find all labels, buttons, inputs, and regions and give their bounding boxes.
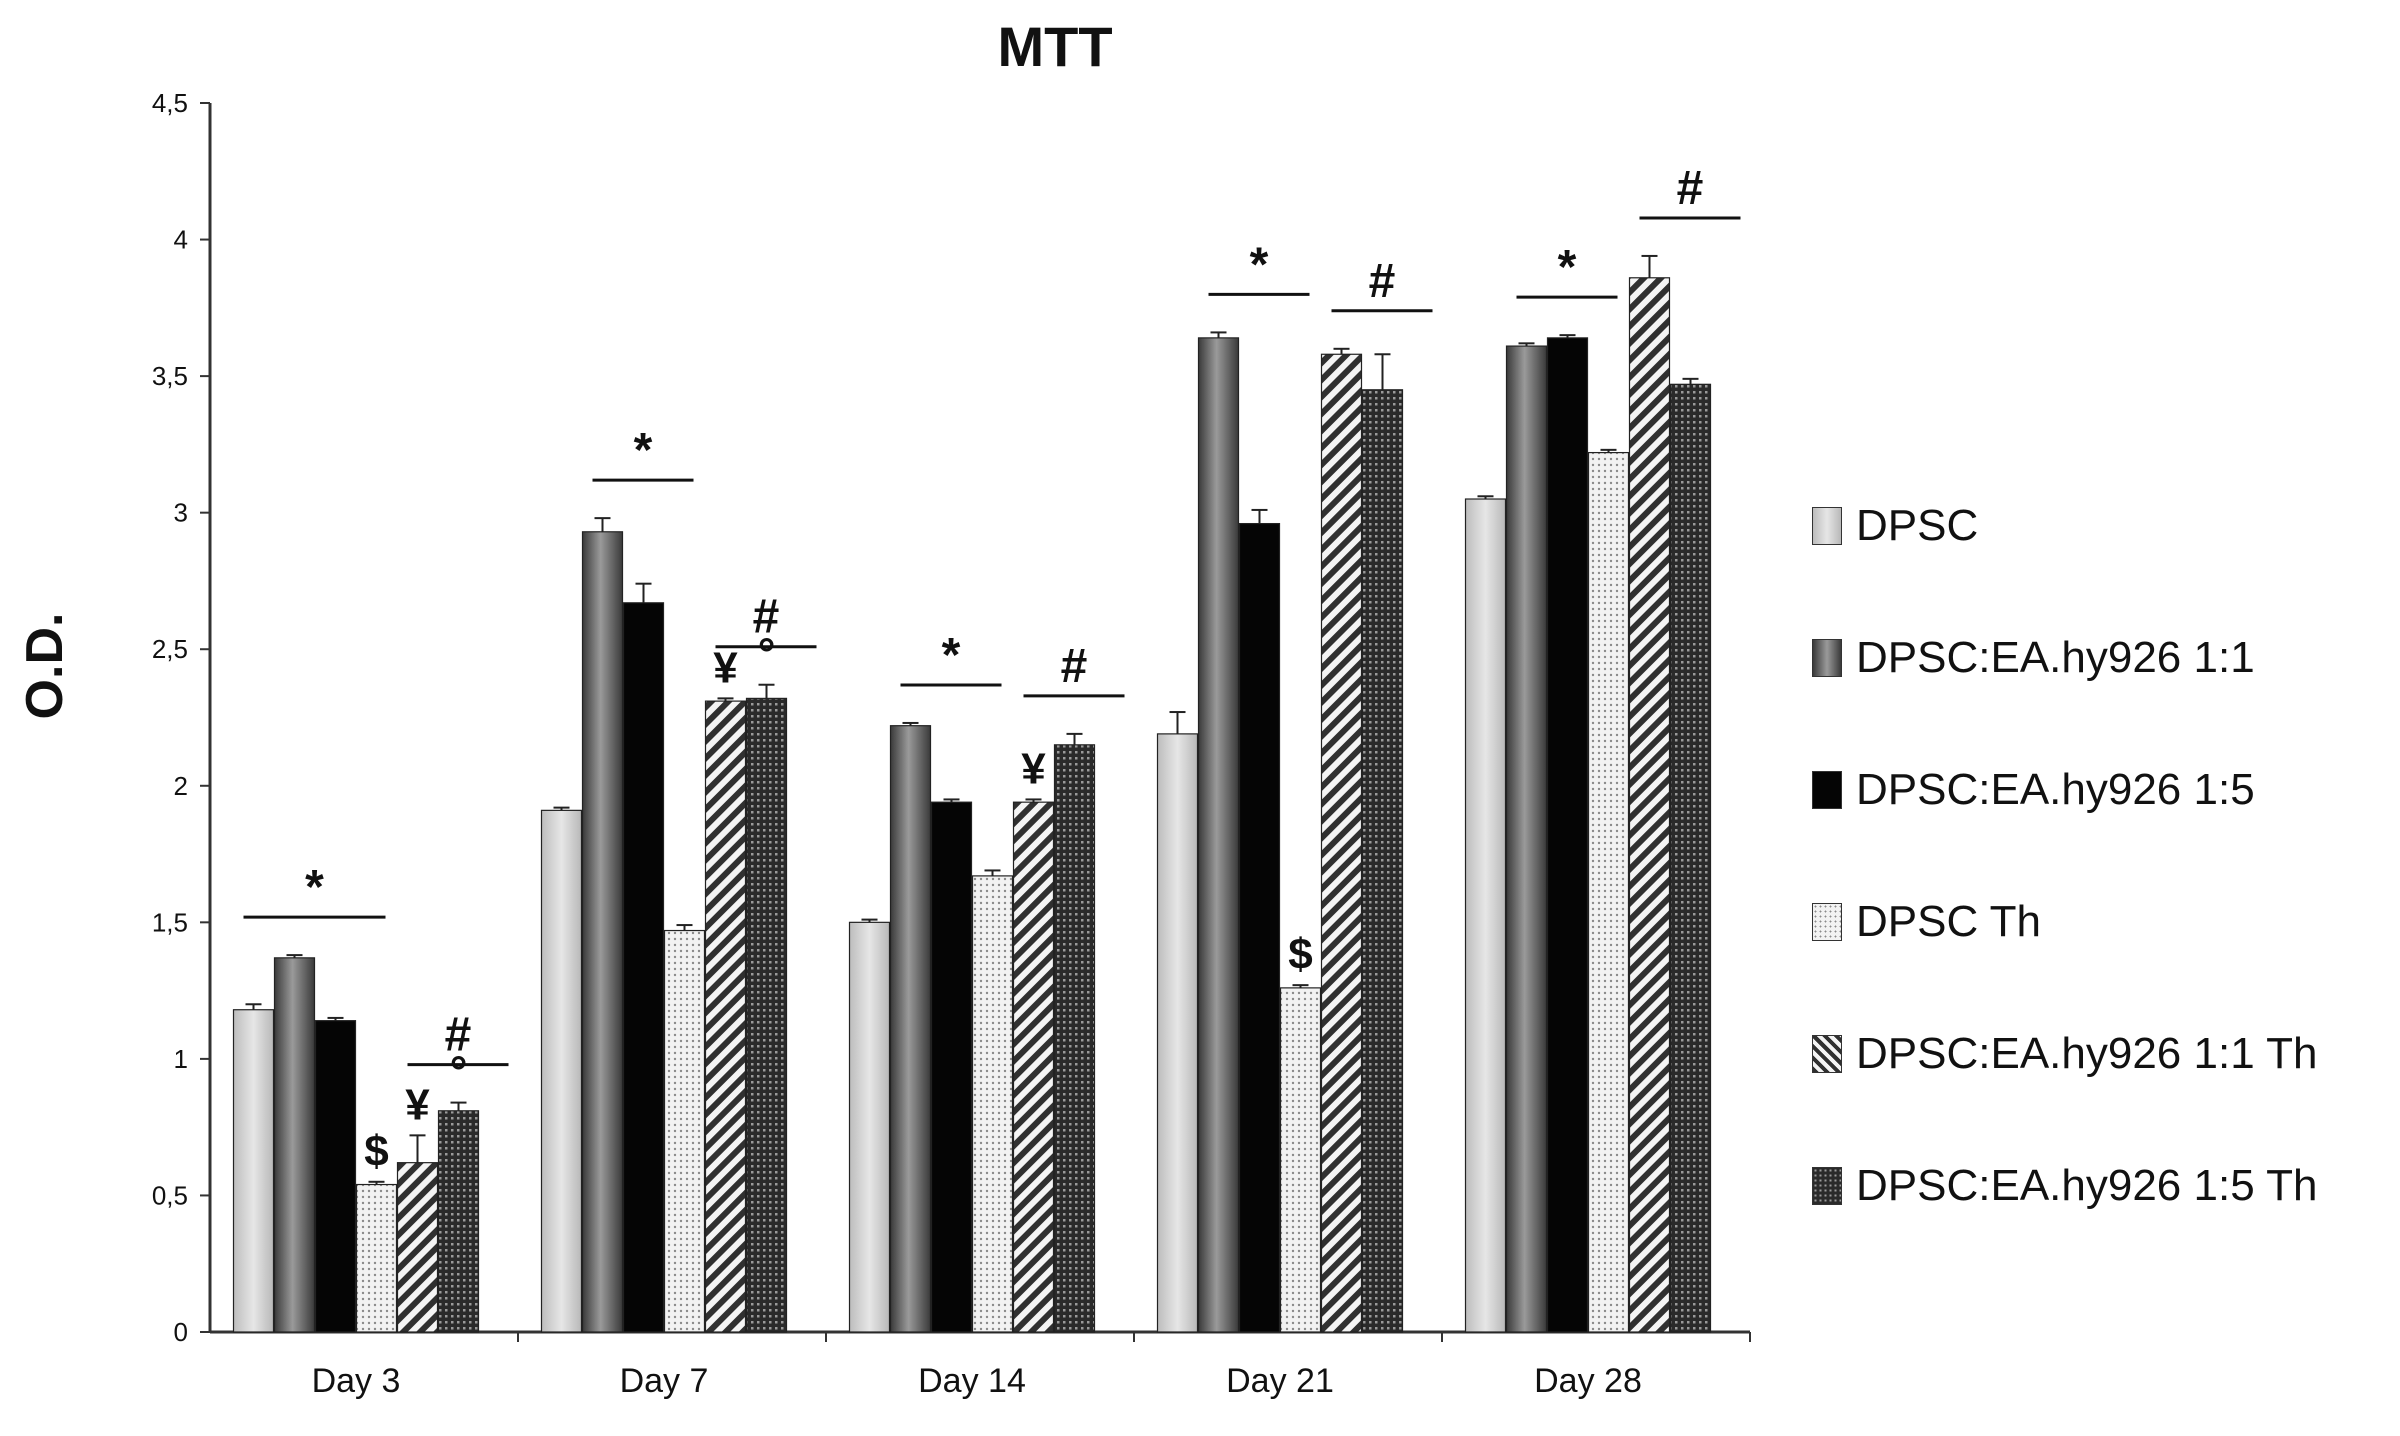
bar <box>1628 277 1671 1333</box>
legend-item: DPSC:EA.hy926 1:1 Th <box>1812 988 2392 1120</box>
bar <box>396 1162 439 1333</box>
bar <box>581 531 624 1333</box>
bar <box>704 700 747 1333</box>
significance-marker: # <box>1677 162 1704 215</box>
x-axis: Day 3 Day 7 Day 14 Day 21 Day 28 <box>210 1330 1751 1400</box>
significance-marker: $ <box>364 1127 388 1176</box>
bar <box>1238 522 1281 1333</box>
significance-marker: # <box>445 1009 472 1062</box>
y-axis: 0 0,5 1 1,5 2 2,5 3 3,5 4 4,5 <box>152 88 212 1347</box>
significance-marker: ¥ <box>713 643 738 692</box>
legend-swatch <box>1812 903 1842 941</box>
legend-item: DPSC:EA.hy926 1:5 <box>1812 724 2392 856</box>
y-tick-label: 2 <box>174 771 188 801</box>
legend-label: DPSC:EA.hy926 1:1 Th <box>1856 1029 2318 1078</box>
legend-label: DPSC:EA.hy926 1:5 Th <box>1856 1161 2318 1210</box>
bar <box>1320 353 1363 1333</box>
bar-series-group <box>232 254 1712 1333</box>
y-axis-label: O.D. <box>16 613 74 720</box>
bar <box>314 1020 357 1333</box>
significance-marker: * <box>634 424 653 477</box>
legend-item: DPSC:EA.hy926 1:1 <box>1812 592 2392 724</box>
bar <box>889 725 932 1333</box>
y-tick-label: 3 <box>174 498 188 528</box>
significance-marker: ° <box>758 630 776 679</box>
significance-marker: ° <box>450 1048 468 1097</box>
legend-item: DPSC <box>1812 460 2392 592</box>
significance-marker: # <box>1369 255 1396 308</box>
significance-marker: * <box>942 629 961 682</box>
legend-item: DPSC:EA.hy926 1:5 Th <box>1812 1120 2392 1252</box>
x-tick-label: Day 7 <box>620 1362 709 1400</box>
legend: DPSC DPSC:EA.hy926 1:1 DPSC:EA.hy926 1:5 DP… <box>1812 460 2392 1252</box>
legend-swatch <box>1812 507 1842 545</box>
legend-swatch <box>1812 1167 1842 1205</box>
y-tick-label: 4,5 <box>152 88 188 118</box>
bar <box>1279 987 1322 1333</box>
significance-marker: $ <box>1288 930 1312 979</box>
significance-marker: * <box>1558 241 1577 294</box>
y-tick-label: 3,5 <box>152 361 188 391</box>
bar <box>1197 337 1240 1333</box>
legend-label: DPSC:EA.hy926 1:1 <box>1856 633 2255 682</box>
significance-marker: # <box>1061 640 1088 693</box>
significance-marker: ¥ <box>1021 744 1046 793</box>
significance-marker: * <box>1250 238 1269 291</box>
bar <box>745 697 788 1333</box>
y-tick-label: 0 <box>174 1317 188 1347</box>
x-tick-label: Day 14 <box>918 1362 1026 1400</box>
bar <box>1361 389 1404 1333</box>
significance-marker: # <box>753 591 780 644</box>
bar <box>540 809 583 1333</box>
bar <box>1053 744 1096 1333</box>
bar <box>1156 733 1199 1333</box>
bar <box>1505 345 1548 1333</box>
y-tick-label: 1 <box>174 1044 188 1074</box>
y-tick-label: 0,5 <box>152 1180 188 1210</box>
significance-marker: ¥ <box>405 1080 430 1129</box>
bar <box>848 921 891 1333</box>
legend-label: DPSC:EA.hy926 1:5 <box>1856 765 2255 814</box>
legend-swatch <box>1812 639 1842 677</box>
y-tick-label: 2,5 <box>152 634 188 664</box>
legend-swatch <box>1812 1035 1842 1073</box>
bar <box>930 801 973 1333</box>
bar <box>232 1009 275 1333</box>
x-tick-label: Day 21 <box>1226 1362 1334 1400</box>
legend-item: DPSC Th <box>1812 856 2392 988</box>
y-tick-label: 4 <box>174 225 188 255</box>
bar <box>355 1183 398 1333</box>
legend-swatch <box>1812 771 1842 809</box>
annotation-group: * # $ ¥ ° * # ¥ ° * # ¥ * # $ * # <box>243 162 1741 1176</box>
legend-label: DPSC <box>1856 501 1979 550</box>
legend-label: DPSC Th <box>1856 897 2042 946</box>
bar <box>1669 383 1712 1333</box>
chart-title: MTT <box>997 15 1112 78</box>
bar <box>971 875 1014 1333</box>
significance-marker: * <box>305 861 324 914</box>
bar <box>1464 498 1507 1333</box>
bar <box>622 602 665 1333</box>
y-tick-label: 1,5 <box>152 907 188 937</box>
bar <box>1012 801 1055 1333</box>
x-tick-label: Day 3 <box>312 1362 401 1400</box>
bar <box>1546 337 1589 1333</box>
bar <box>273 957 316 1333</box>
bar <box>663 929 706 1333</box>
x-tick-label: Day 28 <box>1534 1362 1642 1400</box>
bar <box>437 1110 480 1333</box>
bar <box>1587 451 1630 1333</box>
